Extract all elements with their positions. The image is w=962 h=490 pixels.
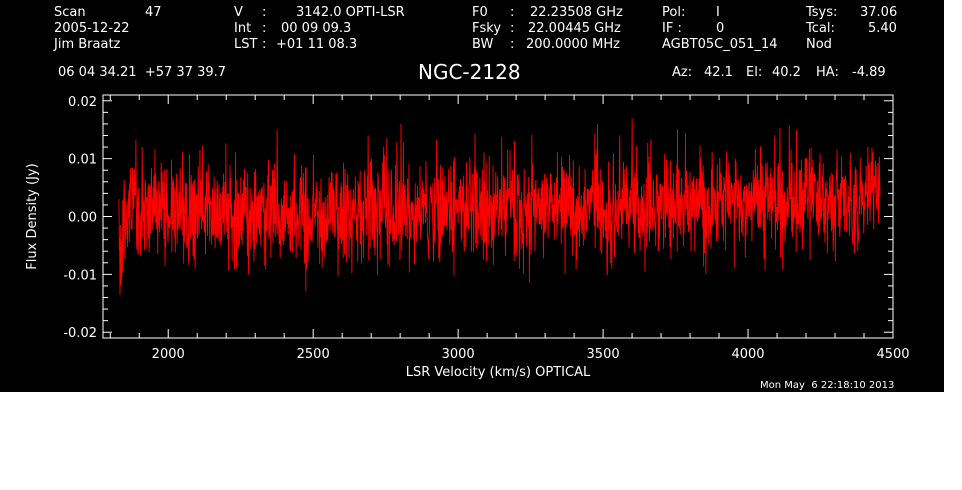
lst-sep: : xyxy=(262,37,267,52)
f0-label: F0 xyxy=(472,5,488,20)
fsky-label: Fsky xyxy=(472,21,502,36)
source-coordinates: 06 04 34.21 +57 37 39.7 xyxy=(58,65,227,80)
pol-label: Pol: xyxy=(662,5,686,20)
fsky-value: 22.00445 GHz xyxy=(528,21,621,36)
pol-value: I xyxy=(716,5,720,20)
x-tick-label: 3500 xyxy=(587,347,620,362)
y-tick-label: 0.02 xyxy=(68,95,97,110)
int-value: 00 09 09.3 xyxy=(281,21,352,36)
ha-value: -4.89 xyxy=(852,65,886,80)
fsky-sep: : xyxy=(510,21,515,36)
y-tick-label: -0.01 xyxy=(63,268,97,283)
x-tick-label: 2500 xyxy=(297,347,330,362)
observer-name: Jim Braatz xyxy=(54,37,121,52)
spectrum-trace xyxy=(118,118,881,295)
project-id: AGBT05C_051_14 xyxy=(662,37,778,52)
tcal-value: 5.40 xyxy=(868,21,897,36)
az-value: 42.1 xyxy=(704,65,733,80)
tsys-label: Tsys: xyxy=(806,5,838,20)
scan-value: 47 xyxy=(145,5,162,20)
if-label: IF : xyxy=(662,21,682,36)
f0-sep: : xyxy=(510,5,515,20)
velocity-label: V xyxy=(234,5,243,20)
scan-label: Scan xyxy=(54,5,86,20)
y-tick-label: -0.02 xyxy=(63,326,97,341)
render-timestamp: Mon May 6 22:18:10 2013 xyxy=(760,380,895,391)
tsys-value: 37.06 xyxy=(860,5,898,20)
y-tick-label: 0.00 xyxy=(68,211,97,226)
if-value: 0 xyxy=(716,21,725,36)
int-sep: : xyxy=(262,21,267,36)
x-tick-label: 3000 xyxy=(442,347,475,362)
lst-label: LST xyxy=(234,37,258,52)
y-axis-label: Flux Density (Jy) xyxy=(25,163,40,269)
bw-label: BW xyxy=(472,37,494,52)
x-tick-label: 4500 xyxy=(876,347,909,362)
x-tick-label: 4000 xyxy=(731,347,764,362)
x-axis-label: LSR Velocity (km/s) OPTICAL xyxy=(406,365,591,380)
velocity-value: 3142.0 OPTI-LSR xyxy=(296,5,405,20)
f0-value: 22.23508 GHz xyxy=(530,5,623,20)
tcal-label: Tcal: xyxy=(806,21,835,36)
bw-value: 200.0000 MHz xyxy=(526,37,620,52)
int-label: Int xyxy=(234,21,252,36)
az-label: Az: xyxy=(672,65,693,80)
velocity-sep: : xyxy=(262,5,267,20)
lst-value: +01 11 08.3 xyxy=(276,37,358,52)
ha-label: HA: xyxy=(816,65,839,80)
x-tick-label: 2000 xyxy=(152,347,185,362)
spectrum-chart: 2000 2500 3000 3500 4000 4500 -0.02 -0.01 0.00 0.… xyxy=(25,94,910,380)
chart-title: NGC-2128 xyxy=(418,60,521,84)
observing-mode: Nod xyxy=(806,37,832,52)
bw-sep: : xyxy=(510,37,515,52)
el-value: 40.2 xyxy=(772,65,801,80)
el-label: El: xyxy=(746,65,763,80)
y-tick-label: 0.01 xyxy=(68,153,97,168)
spectrum-plot-frame: Scan 47 2005-12-22 Jim Braatz V : 3142.0… xyxy=(0,0,944,392)
observation-date: 2005-12-22 xyxy=(54,21,130,36)
